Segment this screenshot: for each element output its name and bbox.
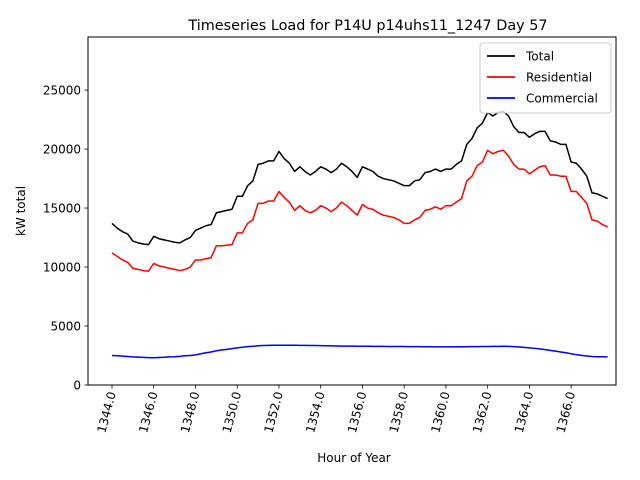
- chart-title: Timeseries Load for P14U p14uhs11_1247 D…: [187, 18, 547, 34]
- y-tick-label: 10000: [43, 261, 81, 275]
- y-tick-label: 15000: [43, 202, 81, 216]
- series-line-residential: [111, 149, 608, 272]
- x-tick-label: 1354.0: [303, 390, 327, 434]
- x-tick-label: 1356.0: [345, 390, 369, 434]
- y-axis-label: kW total: [14, 186, 28, 236]
- series-line-total: [111, 110, 608, 246]
- x-tick-label: 1364.0: [512, 390, 536, 434]
- x-tick-label: 1350.0: [220, 390, 244, 434]
- x-tick-label: 1344.0: [95, 390, 119, 434]
- legend-box: [479, 42, 612, 114]
- x-axis-label: Hour of Year: [317, 451, 391, 465]
- y-tick-label: 0: [73, 379, 81, 393]
- y-tick-label: 25000: [43, 84, 81, 98]
- x-tick-label: 1358.0: [387, 390, 411, 434]
- x-tick-label: 1348.0: [178, 390, 202, 434]
- y-tick-label: 20000: [43, 143, 81, 157]
- x-tick-label: 1346.0: [136, 390, 160, 434]
- legend-label-commercial: Commercial: [526, 92, 598, 106]
- x-tick-label: 1360.0: [428, 390, 452, 434]
- x-tick-label: 1362.0: [470, 390, 494, 434]
- legend-label-total: Total: [525, 50, 554, 64]
- legend-label-residential: Residential: [526, 71, 592, 85]
- legend: Total Residential Commercial: [479, 42, 612, 114]
- plot-frame: [87, 36, 617, 386]
- x-tick-label: 1366.0: [554, 390, 578, 434]
- series-line-commercial: [111, 344, 608, 359]
- x-tick-label: 1352.0: [261, 390, 285, 434]
- y-tick-label: 5000: [50, 320, 81, 334]
